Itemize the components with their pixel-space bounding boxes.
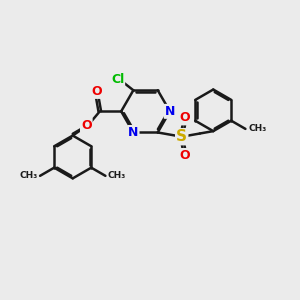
Text: O: O [180,149,190,162]
Text: N: N [128,126,139,139]
Text: CH₃: CH₃ [248,124,267,134]
Text: O: O [92,85,102,98]
Text: O: O [180,111,190,124]
Text: Cl: Cl [111,73,124,86]
Text: CH₃: CH₃ [20,171,38,180]
Text: O: O [81,119,92,132]
Text: CH₃: CH₃ [108,171,126,180]
Text: S: S [176,129,187,144]
Text: N: N [165,105,175,118]
